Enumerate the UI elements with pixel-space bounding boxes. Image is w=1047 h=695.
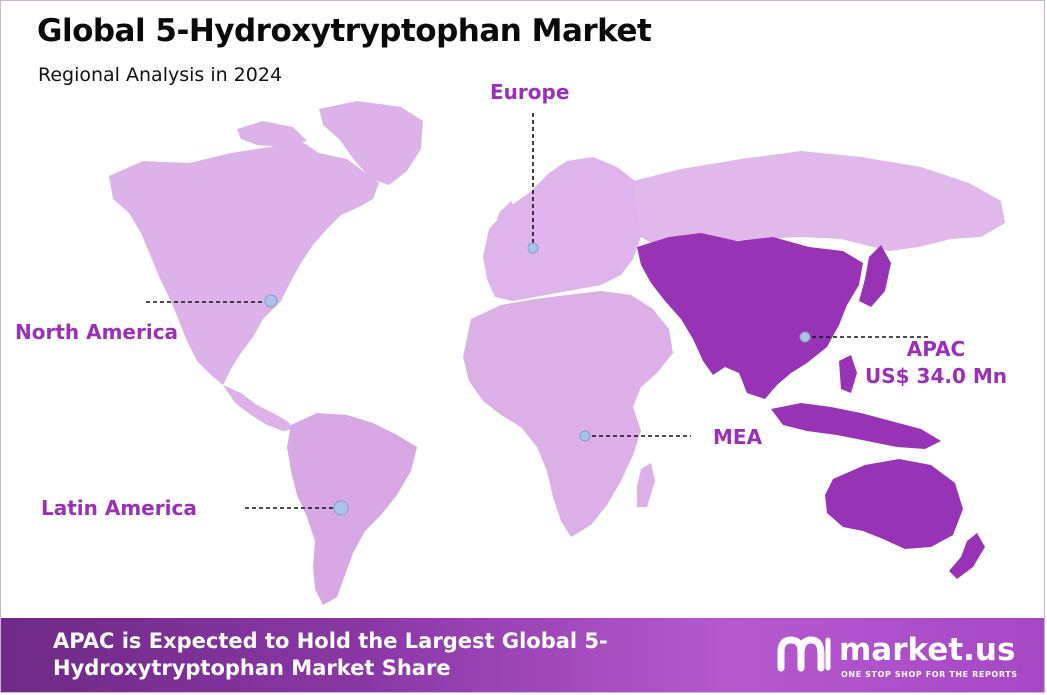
apac-value: US$ 34.0 Mn bbox=[865, 364, 1007, 388]
japan-shape bbox=[859, 245, 891, 307]
north-america-label: North America bbox=[15, 320, 179, 344]
apac-name: APAC bbox=[906, 337, 966, 361]
apac-region bbox=[637, 233, 863, 399]
mea-region bbox=[463, 291, 673, 537]
north-america-region bbox=[109, 141, 379, 385]
mea-label: MEA bbox=[713, 425, 763, 449]
apac-marker bbox=[799, 331, 811, 343]
logo-tagline: ONE STOP SHOP FOR THE REPORTS bbox=[841, 670, 1018, 679]
footer-headline: APAC is Expected to Hold the Largest Glo… bbox=[53, 629, 608, 680]
central-america-shape bbox=[223, 385, 295, 431]
europe-marker bbox=[527, 242, 539, 254]
latin-america-label: Latin America bbox=[41, 496, 197, 520]
latin-america-marker bbox=[333, 500, 349, 516]
latin-america-region bbox=[287, 413, 417, 605]
apac-label: APAC US$ 34.0 Mn bbox=[856, 336, 1016, 390]
market-us-logo-icon bbox=[777, 636, 831, 672]
greenland-shape bbox=[319, 101, 423, 185]
europe-label: Europe bbox=[490, 80, 570, 104]
europe-region bbox=[483, 157, 641, 301]
logo-name: market.us bbox=[839, 632, 1016, 668]
footer-banner: APAC is Expected to Hold the Largest Glo… bbox=[1, 618, 1044, 692]
philippines-shape bbox=[839, 355, 857, 393]
north-america-marker bbox=[264, 294, 278, 308]
arctic-islands-shape bbox=[237, 121, 307, 147]
southeast-asia-islands-shape bbox=[771, 403, 941, 449]
north-asia-shape bbox=[633, 151, 1005, 251]
australia-shape bbox=[825, 459, 963, 549]
mea-marker bbox=[579, 430, 591, 442]
market-us-logo: market.us ONE STOP SHOP FOR THE REPORTS bbox=[777, 632, 1027, 684]
page-subtitle: Regional Analysis in 2024 bbox=[38, 64, 283, 86]
uk-shape bbox=[495, 201, 519, 239]
new-zealand-shape bbox=[949, 533, 985, 579]
madagascar-shape bbox=[637, 463, 655, 507]
world-map bbox=[109, 101, 1005, 605]
page-title: Global 5-Hydroxytryptophan Market bbox=[37, 13, 652, 49]
